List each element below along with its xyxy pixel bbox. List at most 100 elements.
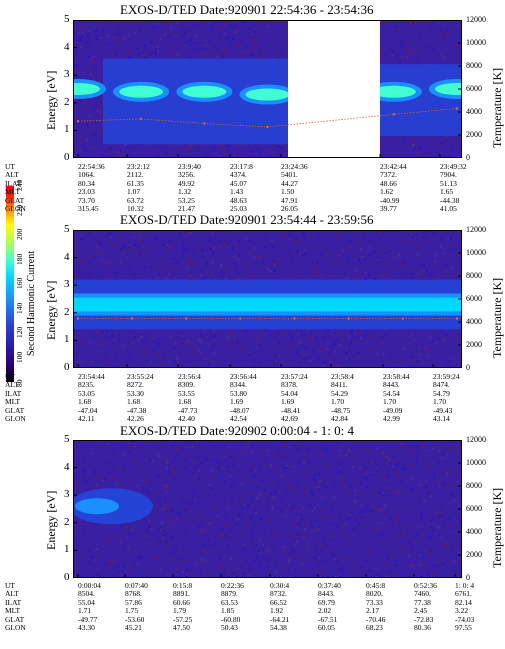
noise-pixel bbox=[401, 46, 403, 48]
noise-pixel bbox=[454, 43, 457, 46]
noise-pixel bbox=[317, 250, 320, 253]
noise-pixel bbox=[212, 247, 215, 249]
noise-pixel bbox=[439, 562, 442, 565]
noise-pixel bbox=[431, 340, 434, 343]
noise-pixel bbox=[346, 347, 349, 350]
noise-pixel bbox=[134, 445, 137, 448]
noise-pixel bbox=[459, 534, 462, 537]
noise-pixel bbox=[267, 329, 270, 332]
noise-pixel bbox=[378, 238, 381, 241]
noise-pixel bbox=[271, 328, 274, 331]
noise-pixel bbox=[339, 256, 342, 259]
noise-pixel bbox=[266, 268, 269, 271]
noise-pixel bbox=[163, 507, 166, 510]
noise-pixel bbox=[107, 360, 110, 363]
ephemeris-cell: 8443. bbox=[383, 380, 400, 390]
noise-pixel bbox=[243, 475, 245, 478]
noise-pixel bbox=[74, 573, 77, 576]
noise-pixel bbox=[88, 120, 91, 123]
y2-tick-label: 12000 bbox=[466, 435, 486, 444]
noise-pixel bbox=[248, 353, 251, 356]
noise-pixel bbox=[137, 546, 140, 549]
noise-pixel bbox=[395, 559, 398, 562]
noise-pixel bbox=[120, 537, 123, 540]
noise-pixel bbox=[96, 38, 99, 41]
noise-pixel bbox=[317, 557, 320, 559]
y-tick-label: 1 bbox=[64, 543, 70, 556]
noise-pixel bbox=[93, 60, 95, 63]
noise-pixel bbox=[133, 478, 136, 481]
noise-pixel bbox=[256, 496, 259, 499]
noise-pixel bbox=[304, 346, 307, 349]
noise-pixel bbox=[89, 143, 92, 146]
noise-pixel bbox=[248, 450, 251, 453]
noise-pixel bbox=[454, 248, 457, 251]
noise-pixel bbox=[305, 547, 308, 550]
noise-pixel bbox=[177, 362, 180, 365]
noise-pixel bbox=[257, 549, 260, 552]
noise-pixel bbox=[292, 563, 295, 566]
noise-pixel bbox=[259, 37, 261, 40]
noise-pixel bbox=[372, 251, 375, 253]
noise-pixel bbox=[432, 271, 434, 274]
noise-pixel bbox=[280, 478, 283, 481]
ephemeris-cell: -49.77 bbox=[78, 614, 98, 624]
ephemeris-cell: 1.69 bbox=[230, 397, 244, 407]
ephemeris-cell: 4374. bbox=[230, 170, 247, 180]
noise-pixel bbox=[458, 30, 461, 33]
noise-pixel bbox=[105, 335, 107, 338]
noise-pixel bbox=[120, 540, 123, 543]
noise-pixel bbox=[102, 154, 105, 157]
ephemeris-cell: 73.70 bbox=[78, 195, 95, 205]
noise-pixel bbox=[458, 252, 461, 255]
noise-pixel bbox=[185, 573, 188, 576]
noise-pixel bbox=[413, 147, 416, 150]
noise-pixel bbox=[226, 441, 229, 444]
noise-pixel bbox=[133, 32, 136, 35]
noise-pixel bbox=[143, 44, 145, 47]
noise-pixel bbox=[175, 448, 178, 451]
noise-pixel bbox=[372, 506, 375, 509]
noise-pixel bbox=[185, 569, 188, 572]
noise-pixel bbox=[110, 476, 113, 479]
noise-pixel bbox=[420, 512, 423, 514]
noise-pixel bbox=[357, 484, 360, 487]
noise-pixel bbox=[223, 49, 226, 52]
noise-pixel bbox=[345, 537, 348, 540]
ephemeris-cell: 1.70 bbox=[383, 397, 397, 407]
noise-pixel bbox=[240, 328, 243, 331]
noise-pixel bbox=[217, 29, 220, 32]
noise-pixel bbox=[307, 470, 310, 473]
noise-pixel bbox=[318, 525, 321, 528]
noise-pixel bbox=[274, 255, 277, 258]
y-tick-label: 3 bbox=[64, 278, 70, 291]
noise-pixel bbox=[359, 494, 362, 497]
noise-pixel bbox=[236, 518, 239, 521]
noise-pixel bbox=[130, 569, 133, 572]
noise-pixel bbox=[196, 563, 199, 566]
noise-pixel bbox=[444, 257, 447, 260]
noise-pixel bbox=[377, 257, 380, 260]
noise-pixel bbox=[113, 339, 116, 341]
noise-pixel bbox=[146, 530, 149, 533]
noise-pixel bbox=[386, 474, 389, 477]
noise-pixel bbox=[85, 139, 88, 141]
noise-pixel bbox=[363, 334, 366, 337]
noise-pixel bbox=[449, 527, 452, 530]
y2-tick-label: 10000 bbox=[466, 458, 486, 467]
noise-pixel bbox=[142, 270, 145, 273]
noise-pixel bbox=[423, 236, 426, 239]
noise-pixel bbox=[255, 144, 258, 146]
noise-pixel bbox=[361, 255, 364, 258]
noise-pixel bbox=[175, 568, 177, 571]
noise-pixel bbox=[251, 33, 254, 36]
ephemeris-cell: 45.21 bbox=[125, 623, 142, 632]
noise-pixel bbox=[450, 149, 453, 152]
noise-pixel bbox=[282, 453, 285, 456]
noise-pixel bbox=[117, 151, 120, 154]
noise-pixel bbox=[184, 248, 187, 251]
noise-pixel bbox=[324, 360, 327, 363]
ephemeris-cell: -49.09 bbox=[383, 405, 403, 415]
noise-pixel bbox=[355, 569, 358, 572]
noise-pixel bbox=[420, 516, 423, 519]
